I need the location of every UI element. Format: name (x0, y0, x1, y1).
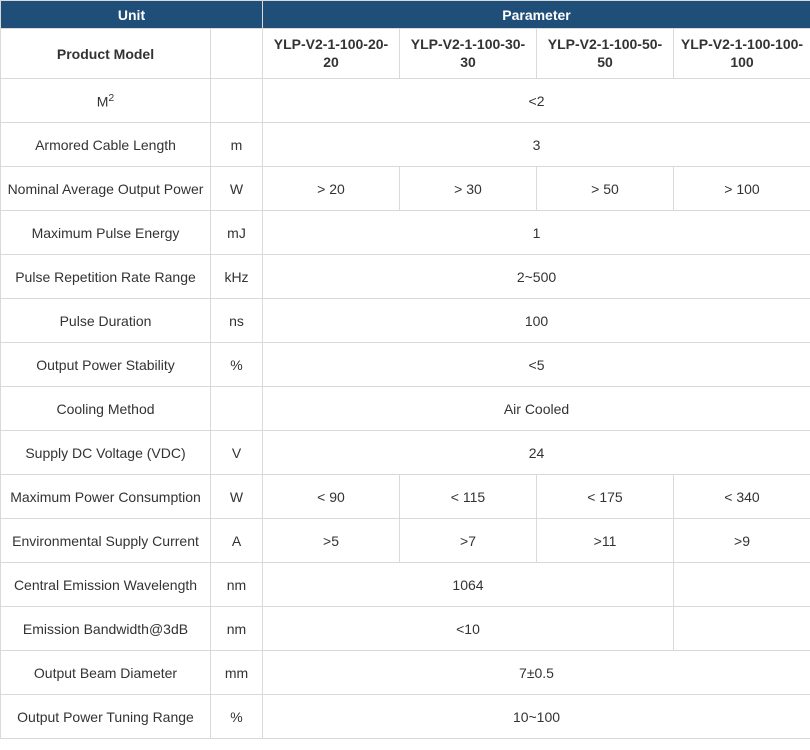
row-unit: W (211, 167, 263, 211)
row-unit: ns (211, 299, 263, 343)
row-name: Output Power Stability (1, 343, 211, 387)
row-value: < 340 (674, 475, 810, 519)
row-value: 1064 (263, 563, 674, 607)
row-value: 100 (263, 299, 810, 343)
table-row: Nominal Average Output PowerW> 20> 30> 5… (1, 167, 810, 211)
table-row: Environmental Supply CurrentA>5>7>11>9 (1, 519, 810, 563)
row-value: 10~100 (263, 695, 810, 739)
row-value (674, 563, 810, 607)
row-name: Output Power Tuning Range (1, 695, 211, 739)
table-row: M2 <2 (1, 79, 810, 123)
row-name: Armored Cable Length (1, 123, 211, 167)
row-name: Maximum Pulse Energy (1, 211, 211, 255)
row-unit: nm (211, 563, 263, 607)
header-model-3: YLP-V2-1-100-100-100 (674, 29, 810, 79)
row-value: > 20 (263, 167, 400, 211)
table-body: M2<2Armored Cable Lengthm3Nominal Averag… (1, 79, 810, 739)
row-value: Air Cooled (263, 387, 810, 431)
row-unit: mm (211, 651, 263, 695)
row-name: Maximum Power Consumption (1, 475, 211, 519)
row-value: < 175 (537, 475, 674, 519)
table-row: Emission Bandwidth@3dBnm<10 (1, 607, 810, 651)
row-value: <10 (263, 607, 674, 651)
table-row: Maximum Power ConsumptionW< 90< 115< 175… (1, 475, 810, 519)
table-row: Pulse Durationns100 (1, 299, 810, 343)
row-value: >11 (537, 519, 674, 563)
row-name: Supply DC Voltage (VDC) (1, 431, 211, 475)
header-parameter: Parameter (263, 1, 810, 29)
row-value: >7 (400, 519, 537, 563)
table-row: Central Emission Wavelengthnm1064 (1, 563, 810, 607)
row-value: 1 (263, 211, 810, 255)
row-value: 7±0.5 (263, 651, 810, 695)
table-row: Output Beam Diametermm7±0.5 (1, 651, 810, 695)
row-name: Pulse Duration (1, 299, 211, 343)
row-unit: % (211, 695, 263, 739)
row-unit: % (211, 343, 263, 387)
table-row: Output Power Tuning Range%10~100 (1, 695, 810, 739)
table-row: Output Power Stability%<5 (1, 343, 810, 387)
row-value (674, 607, 810, 651)
table-row: Maximum Pulse EnergymJ1 (1, 211, 810, 255)
row-unit: kHz (211, 255, 263, 299)
row-value: > 30 (400, 167, 537, 211)
row-unit (211, 79, 263, 123)
row-unit (211, 387, 263, 431)
table-row: Pulse Repetition Rate RangekHz2~500 (1, 255, 810, 299)
header-model-2: YLP-V2-1-100-50-50 (537, 29, 674, 79)
row-unit: nm (211, 607, 263, 651)
row-unit: A (211, 519, 263, 563)
header-product-model: Product Model (1, 29, 211, 79)
row-unit: W (211, 475, 263, 519)
row-value: >9 (674, 519, 810, 563)
row-value: >5 (263, 519, 400, 563)
row-name: Central Emission Wavelength (1, 563, 211, 607)
row-name: Cooling Method (1, 387, 211, 431)
row-unit: mJ (211, 211, 263, 255)
row-name: Pulse Repetition Rate Range (1, 255, 211, 299)
row-value: 3 (263, 123, 810, 167)
row-value: 24 (263, 431, 810, 475)
row-value: > 100 (674, 167, 810, 211)
header-unit: Unit (1, 1, 263, 29)
table-row: Supply DC Voltage (VDC)V24 (1, 431, 810, 475)
spec-table: Unit Parameter Product Model YLP-V2-1-10… (0, 0, 810, 739)
row-name: Environmental Supply Current (1, 519, 211, 563)
table-row: Armored Cable Lengthm3 (1, 123, 810, 167)
row-value: > 50 (537, 167, 674, 211)
row-name: M2 (1, 79, 211, 123)
header-model-1: YLP-V2-1-100-30-30 (400, 29, 537, 79)
row-value: < 115 (400, 475, 537, 519)
row-unit: m (211, 123, 263, 167)
row-name: Emission Bandwidth@3dB (1, 607, 211, 651)
header-unit-blank (211, 29, 263, 79)
row-unit: V (211, 431, 263, 475)
row-value: 2~500 (263, 255, 810, 299)
table-header: Unit Parameter Product Model YLP-V2-1-10… (1, 1, 810, 79)
row-value: <2 (263, 79, 810, 123)
table-row: Cooling Method Air Cooled (1, 387, 810, 431)
header-model-0: YLP-V2-1-100-20-20 (263, 29, 400, 79)
row-name: Output Beam Diameter (1, 651, 211, 695)
row-name: Nominal Average Output Power (1, 167, 211, 211)
row-value: < 90 (263, 475, 400, 519)
row-value: <5 (263, 343, 810, 387)
